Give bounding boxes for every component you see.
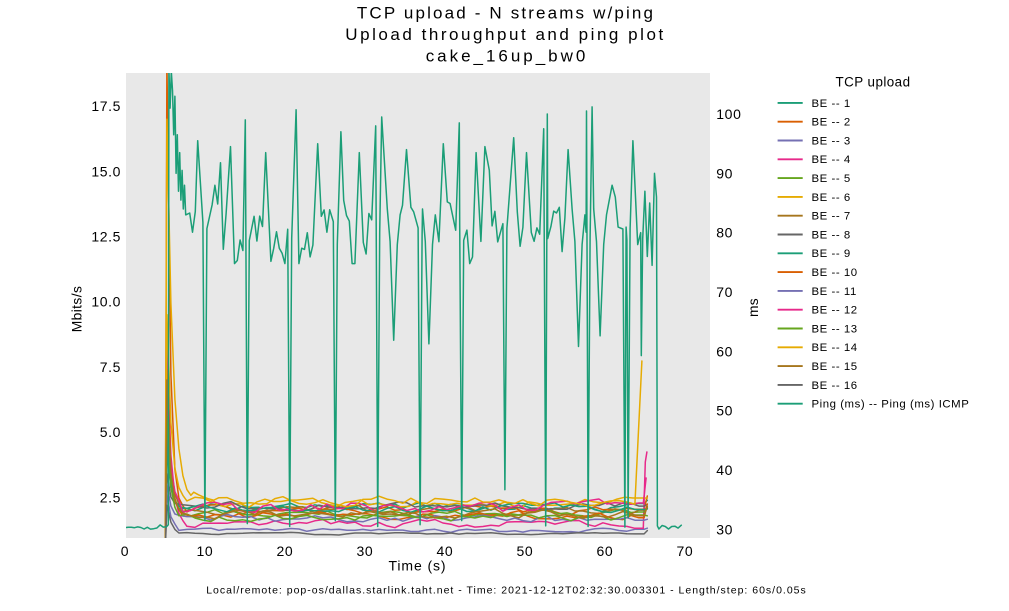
svg-text:BE -- 6: BE -- 6 <box>812 192 851 204</box>
svg-text:BE -- 16: BE -- 16 <box>812 380 858 392</box>
svg-text:7.5: 7.5 <box>100 359 121 375</box>
svg-text:Time (s): Time (s) <box>388 558 446 574</box>
svg-text:12.5: 12.5 <box>91 229 121 245</box>
svg-text:50: 50 <box>716 403 733 419</box>
svg-text:80: 80 <box>716 225 733 241</box>
svg-text:40: 40 <box>437 543 454 559</box>
svg-text:0: 0 <box>121 543 129 559</box>
svg-text:BE -- 11: BE -- 11 <box>812 286 857 298</box>
svg-text:BE -- 1: BE -- 1 <box>812 98 851 110</box>
svg-text:Mbits/s: Mbits/s <box>70 286 85 333</box>
svg-text:BE -- 2: BE -- 2 <box>812 117 851 129</box>
svg-text:BE -- 14: BE -- 14 <box>812 342 858 354</box>
svg-text:BE -- 3: BE -- 3 <box>812 135 851 147</box>
svg-text:2.5: 2.5 <box>100 489 121 505</box>
svg-text:Upload throughput and ping plo: Upload throughput and ping plot <box>345 25 665 44</box>
svg-text:ms: ms <box>746 298 761 317</box>
svg-text:40: 40 <box>716 462 733 478</box>
svg-text:15.0: 15.0 <box>91 163 121 179</box>
svg-text:30: 30 <box>357 543 374 559</box>
svg-text:70: 70 <box>716 284 733 300</box>
svg-text:50: 50 <box>517 543 534 559</box>
svg-text:5.0: 5.0 <box>100 424 121 440</box>
svg-text:30: 30 <box>716 521 733 537</box>
svg-text:cake_16up_bw0: cake_16up_bw0 <box>426 46 589 65</box>
svg-text:100: 100 <box>716 106 741 122</box>
svg-text:70: 70 <box>677 543 694 559</box>
svg-text:TCP upload - N streams w/ping: TCP upload - N streams w/ping <box>357 4 655 23</box>
svg-text:BE -- 15: BE -- 15 <box>812 361 858 373</box>
svg-text:BE -- 7: BE -- 7 <box>812 211 851 223</box>
svg-text:BE -- 5: BE -- 5 <box>812 173 851 185</box>
svg-text:60: 60 <box>716 343 733 359</box>
svg-text:BE -- 10: BE -- 10 <box>812 267 858 279</box>
svg-text:TCP upload: TCP upload <box>836 75 911 90</box>
svg-text:BE -- 9: BE -- 9 <box>812 248 851 260</box>
svg-text:60: 60 <box>597 543 614 559</box>
svg-text:Ping (ms) -- Ping (ms) ICMP: Ping (ms) -- Ping (ms) ICMP <box>812 399 970 411</box>
svg-text:BE -- 8: BE -- 8 <box>812 229 851 241</box>
svg-text:BE -- 4: BE -- 4 <box>812 154 851 166</box>
svg-text:10.0: 10.0 <box>91 294 121 310</box>
svg-text:BE -- 12: BE -- 12 <box>812 305 858 317</box>
svg-text:Local/remote: pop-os/dallas.st: Local/remote: pop-os/dallas.starlink.tah… <box>206 585 807 597</box>
svg-text:20: 20 <box>277 543 294 559</box>
svg-text:10: 10 <box>197 543 214 559</box>
svg-text:17.5: 17.5 <box>91 98 121 114</box>
svg-text:90: 90 <box>716 165 733 181</box>
svg-text:BE -- 13: BE -- 13 <box>812 323 858 335</box>
